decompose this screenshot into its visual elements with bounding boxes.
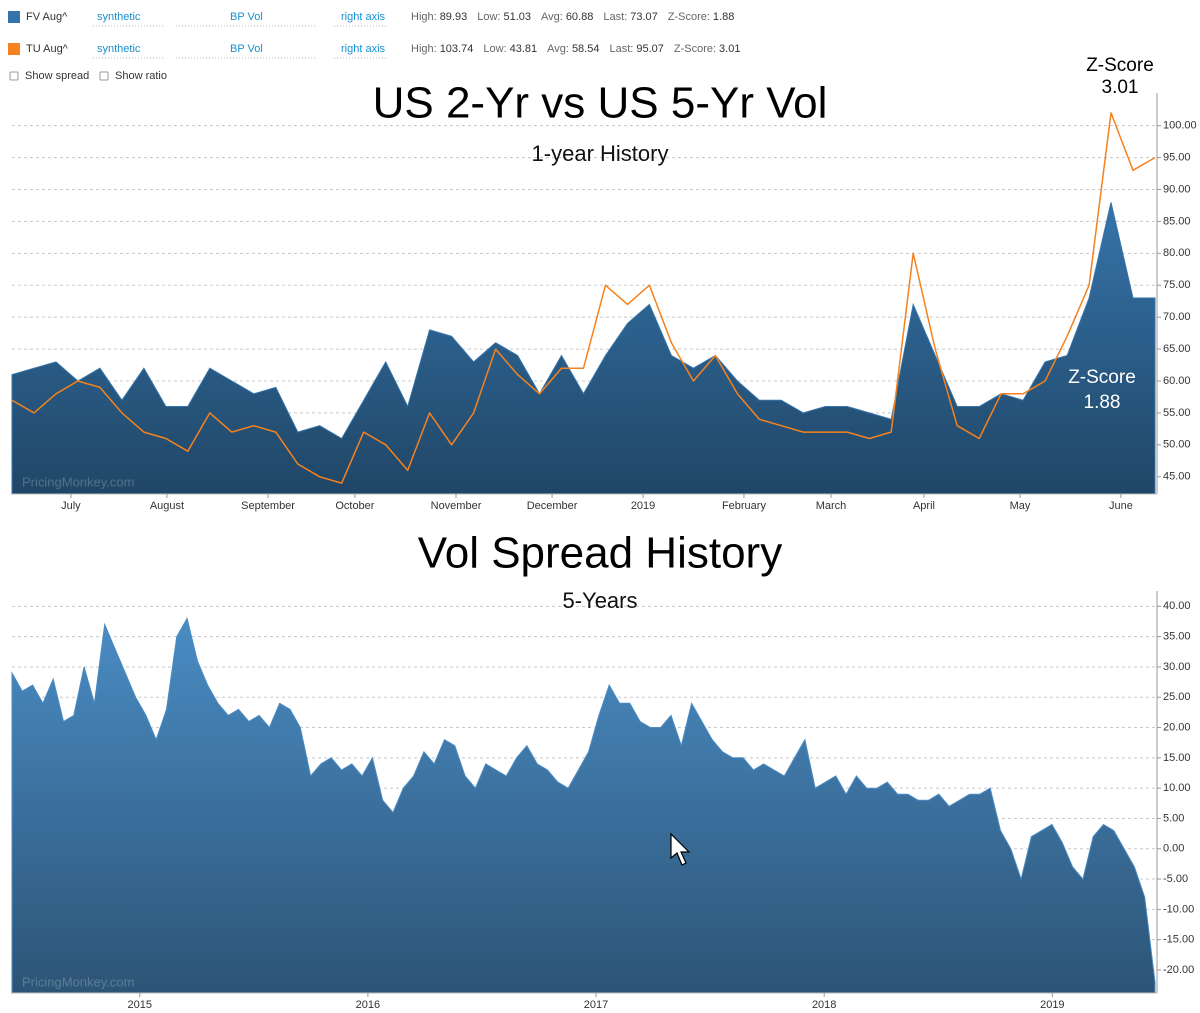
x-tick-label: October [335,500,374,512]
x-tick-label: June [1109,500,1133,512]
dropdown[interactable]: BP Vol [230,43,263,55]
stat-label: Avg: [547,43,569,55]
checkbox-label[interactable]: Show spread [25,70,89,82]
y-tick-label: 50.00 [1163,439,1191,451]
y-tick-label: 95.00 [1163,151,1191,163]
y-tick-label: 55.00 [1163,407,1191,419]
area [11,202,1156,495]
stat-value: 60.88 [566,11,594,23]
y-tick-label: 65.00 [1163,343,1191,355]
line [11,112,1156,484]
stat-value: 1.88 [713,11,734,23]
dropdown[interactable]: BP Vol [230,11,263,23]
x-tick-label: August [150,500,184,512]
x-tick-label: 2018 [812,999,836,1011]
y-tick-label: 35.00 [1163,631,1191,643]
watermark: PricingMonkey.com [22,474,134,489]
dropdown[interactable]: right axis [341,11,386,23]
stat-label: Z-Score: [674,43,716,55]
y-tick-label: 70.00 [1163,311,1191,323]
x-tick-label: December [527,500,578,512]
dropdown[interactable]: synthetic [97,11,141,23]
stat-label: Low: [477,11,500,23]
y-tick-label: 10.00 [1163,782,1191,794]
stat-label: High: [411,43,437,55]
y-tick-label: 20.00 [1163,721,1191,733]
stat-label: High: [411,11,437,23]
x-tick-label: July [61,500,81,512]
stat-label: Avg: [541,11,563,23]
x-tick-label: 2019 [1040,999,1064,1011]
y-tick-label: -20.00 [1163,964,1194,976]
chart: 45.00 50.00 55.00 60.00 65.00 70.00 75.00 80.00… [11,55,1197,512]
x-tick-label: 2016 [356,999,380,1011]
stat-label: Low: [483,43,506,55]
y-tick-label: 85.00 [1163,215,1191,227]
x-tick-label: 2019 [631,500,655,512]
y-tick-label: 25.00 [1163,691,1191,703]
y-tick-label: -5.00 [1163,873,1188,885]
dropdown[interactable]: right axis [341,43,386,55]
annotation-label: Z-Score [1086,55,1154,76]
stat-value: 103.74 [440,43,474,55]
chart-subtitle: 5-Years [562,588,637,613]
chart: -20.00 -15.00 -10.00 -5.00 0.00 5.00 10.00 15.0… [11,529,1194,1011]
stat-label: Last: [609,43,633,55]
y-tick-label: -10.00 [1163,903,1194,915]
x-tick-label: 2015 [128,999,152,1011]
stat-value: 58.54 [572,43,600,55]
annotation-label: Z-Score [1068,367,1136,388]
area [11,617,1156,994]
x-tick-label: March [816,500,847,512]
series-swatch [8,43,20,55]
y-tick-label: 30.00 [1163,661,1191,673]
series-swatch [8,11,20,23]
x-tick-label: November [431,500,482,512]
y-tick-label: 0.00 [1163,843,1184,855]
stat-value: 3.01 [719,43,740,55]
charts: 45.00 50.00 55.00 60.00 65.00 70.00 75.00 80.00… [11,55,1197,1011]
x-tick-label: February [722,500,767,512]
x-tick-label: 2017 [584,999,608,1011]
stat-value: 43.81 [510,43,538,55]
y-tick-label: 60.00 [1163,375,1191,387]
series-name: TU Aug^ [26,43,69,55]
mouse-cursor [670,832,691,866]
y-tick-label: 40.00 [1163,600,1191,612]
x-tick-label: May [1010,500,1031,512]
checkbox[interactable] [9,71,19,81]
y-tick-label: 75.00 [1163,279,1191,291]
y-tick-label: 15.00 [1163,752,1191,764]
dropdown[interactable]: synthetic [97,43,141,55]
stat-label: Z-Score: [668,11,710,23]
y-tick-label: 80.00 [1163,247,1191,259]
series-name: FV Aug^ [26,11,68,23]
stat-value: 51.03 [503,11,531,23]
chart-title: US 2-Yr vs US 5-Yr Vol [373,79,828,128]
annotation-value: 3.01 [1102,77,1139,98]
annotation-value: 1.88 [1084,392,1121,413]
y-tick-label: 5.00 [1163,812,1184,824]
y-tick-label: -15.00 [1163,934,1194,946]
stat-value: 89.93 [440,11,468,23]
chart-subtitle: 1-year History [532,141,669,166]
stat-value: 73.07 [630,11,658,23]
y-tick-label: 90.00 [1163,183,1191,195]
x-tick-label: September [241,500,295,512]
checkbox-label[interactable]: Show ratio [115,70,167,82]
header: FV Aug^ synthetic BP Vol right axis High: 89.… [8,11,740,82]
y-tick-label: 45.00 [1163,471,1191,483]
series-row: TU Aug^ synthetic BP Vol right axis High: 103… [8,43,740,59]
x-tick-label: April [913,500,935,512]
y-tick-label: 100.00 [1163,120,1197,132]
stat-label: Last: [603,11,627,23]
chart-title: Vol Spread History [418,529,782,578]
checkbox[interactable] [99,71,109,81]
watermark: PricingMonkey.com [22,974,134,989]
series-row: FV Aug^ synthetic BP Vol right axis High: 89.… [8,11,734,27]
stat-value: 95.07 [636,43,664,55]
